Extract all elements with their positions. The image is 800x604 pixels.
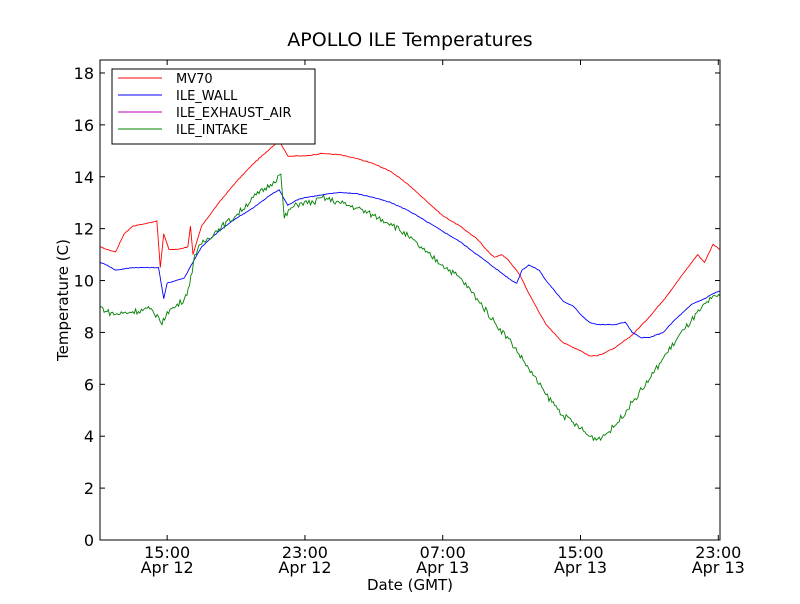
y-axis-label: Temperature (C) bbox=[54, 239, 72, 362]
x-tick-label-time: 23:00 bbox=[282, 543, 328, 562]
y-tick-label: 18 bbox=[74, 64, 94, 83]
legend: MV70 ILE_WALL ILE_EXHAUST_AIR ILE_INTAKE bbox=[111, 68, 316, 145]
y-tick-label: 0 bbox=[84, 531, 94, 550]
chart-title: APOLLO ILE Temperatures bbox=[287, 29, 532, 51]
series-line-mv70 bbox=[100, 139, 720, 357]
y-tick-label: 16 bbox=[74, 116, 94, 135]
x-tick-label-date: Apr 13 bbox=[554, 558, 607, 577]
x-tick-label-date: Apr 12 bbox=[278, 558, 331, 577]
x-tick-label-time: 15:00 bbox=[144, 543, 190, 562]
y-tick-label: 12 bbox=[74, 220, 94, 239]
y-tick-label: 4 bbox=[84, 427, 94, 446]
x-tick-label-date: Apr 12 bbox=[141, 558, 194, 577]
series-line-ile-wall bbox=[100, 189, 720, 339]
legend-label: ILE_EXHAUST_AIR bbox=[176, 106, 292, 121]
legend-label: ILE_WALL bbox=[176, 89, 238, 104]
y-tick-label: 8 bbox=[84, 323, 94, 342]
legend-label: MV70 bbox=[176, 72, 213, 87]
x-axis-label: Date (GMT) bbox=[367, 576, 453, 594]
x-tick-label-date: Apr 13 bbox=[692, 558, 745, 577]
x-tick-label-time: 07:00 bbox=[420, 543, 466, 562]
y-tick-label: 14 bbox=[74, 168, 94, 187]
y-tick-label: 2 bbox=[84, 479, 94, 498]
series-line-ile-intake bbox=[100, 173, 720, 442]
x-tick-label-time: 23:00 bbox=[695, 543, 741, 562]
x-tick-label-time: 15:00 bbox=[557, 543, 603, 562]
y-tick-label: 6 bbox=[84, 375, 94, 394]
plot-area-frame bbox=[99, 59, 721, 541]
legend-label: ILE_INTAKE bbox=[176, 123, 248, 138]
series-layer bbox=[100, 139, 720, 442]
legend-box bbox=[111, 68, 316, 145]
series-clip-group bbox=[100, 139, 720, 442]
x-tick-label-date: Apr 13 bbox=[416, 558, 469, 577]
y-tick-label: 10 bbox=[74, 272, 94, 291]
